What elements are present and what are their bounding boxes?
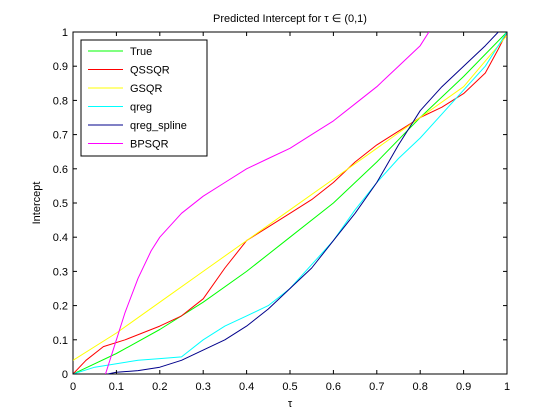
y-tick-label: 1	[62, 27, 68, 39]
chart-title: Predicted Intercept for τ ∈ (0,1)	[213, 13, 367, 25]
y-tick-label: 0.1	[53, 335, 68, 347]
y-tick-label: 0	[62, 369, 68, 381]
series-line-true	[73, 32, 507, 374]
x-tick-label: 0.9	[456, 381, 471, 393]
x-tick-label: 0.7	[369, 381, 384, 393]
legend-label: qreg_spline	[130, 120, 187, 132]
series-layer	[73, 32, 507, 374]
x-axis-label: τ	[288, 398, 293, 410]
y-tick-label: 0.6	[53, 164, 68, 176]
x-tick-label: 1	[504, 381, 510, 393]
legend-label: BPSQR	[130, 139, 169, 151]
y-tick-label: 0.2	[53, 301, 68, 313]
x-tick-label: 0.8	[413, 381, 428, 393]
x-tick-label: 0.4	[239, 381, 254, 393]
legend-label: True	[130, 46, 152, 58]
series-line-qreg-spline	[107, 32, 499, 374]
y-axis-label: Intercept	[31, 182, 43, 225]
legend-box	[80, 39, 208, 157]
y-tick-label: 0.4	[53, 232, 68, 244]
y-tick-label: 0.8	[53, 95, 68, 107]
legend-label: qreg	[130, 102, 152, 114]
x-tick-label: 0.3	[196, 381, 211, 393]
y-tick-label: 0.9	[53, 61, 68, 73]
legend-label: QSSQR	[130, 65, 170, 77]
x-axis-ticks: 0 0.1 0.2 0.3 0.4 0.5 0.6 0.7 0.8 0.9 1	[70, 32, 510, 393]
x-tick-label: 0	[70, 381, 76, 393]
x-tick-label: 0.6	[326, 381, 341, 393]
y-tick-label: 0.5	[53, 198, 68, 210]
y-tick-label: 0.7	[53, 130, 68, 142]
x-tick-label: 0.2	[152, 381, 167, 393]
x-tick-label: 0.5	[282, 381, 297, 393]
y-tick-label: 0.3	[53, 266, 68, 278]
series-line-gsqr	[73, 35, 507, 361]
legend-label: GSQR	[130, 83, 162, 95]
series-line-bpsqr	[105, 32, 430, 374]
legend: True QSSQR GSQR qreg qreg_spline BPSQR	[80, 39, 208, 157]
x-tick-label: 0.1	[109, 381, 124, 393]
series-line-qssqr	[73, 32, 507, 374]
y-axis-ticks: 0 0.1 0.2 0.3 0.4 0.5 0.6 0.7 0.8 0.9 1	[53, 27, 507, 381]
